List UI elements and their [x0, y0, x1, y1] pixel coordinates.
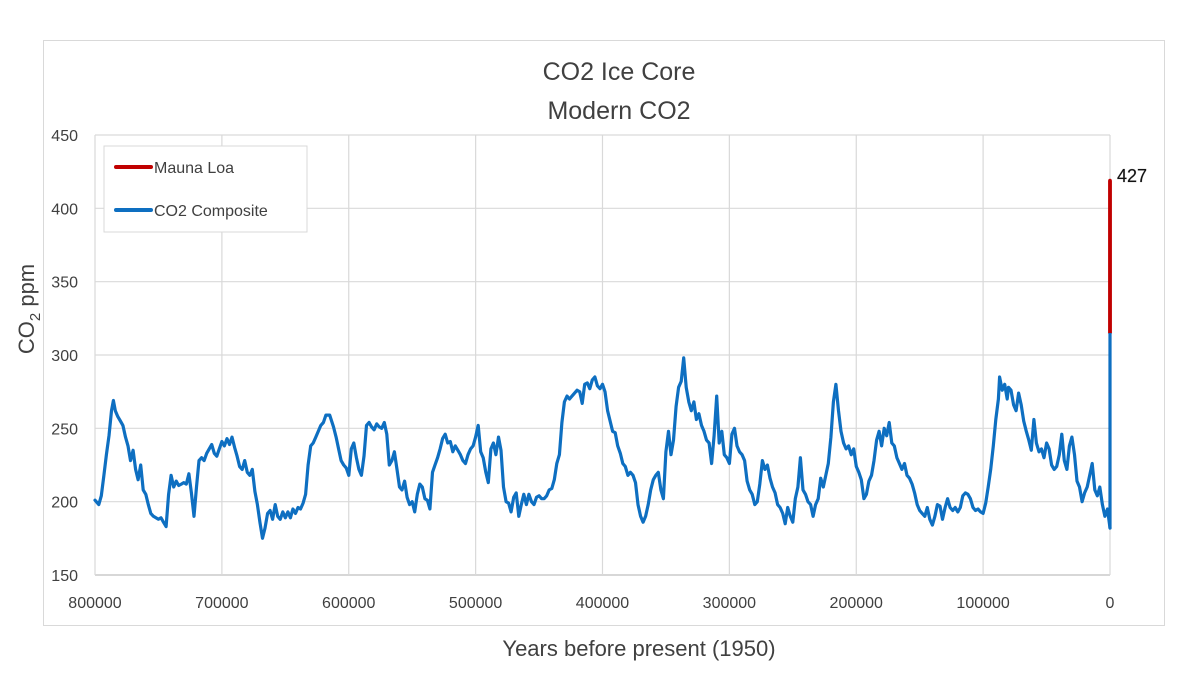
- x-axis-ticks: 800000 700000 600000 500000 400000 300000 2000…: [68, 595, 1114, 612]
- x-tick-label: 600000: [322, 595, 375, 612]
- x-tick-label: 400000: [576, 595, 629, 612]
- y-tick-label: 350: [51, 275, 78, 292]
- x-tick-label: 800000: [68, 595, 121, 612]
- y-tick-label: 200: [51, 495, 78, 512]
- chart-subtitle: Modern CO2: [547, 97, 690, 125]
- y-tick-label: 400: [51, 201, 78, 218]
- x-axis-title: Years before present (1950): [502, 636, 775, 661]
- y-axis-title-tail: ppm: [14, 264, 39, 313]
- y-axis-title: CO2 ppm: [14, 264, 44, 354]
- x-tick-label: 0: [1106, 595, 1115, 612]
- x-tick-label: 200000: [830, 595, 883, 612]
- x-tick-label: 500000: [449, 595, 502, 612]
- legend: Mauna Loa CO2 Composite: [103, 145, 308, 233]
- series-group: [93, 178, 1112, 540]
- legend-label-co2-composite: CO2 Composite: [154, 203, 268, 220]
- y-tick-label: 250: [51, 421, 78, 438]
- y-tick-label: 300: [51, 348, 78, 365]
- x-tick-label: 300000: [703, 595, 756, 612]
- y-tick-label: 450: [51, 128, 78, 145]
- annotation-latest-value: 427: [1117, 166, 1147, 186]
- chart-title: CO2 Ice Core: [543, 58, 696, 86]
- x-tick-label: 100000: [956, 595, 1009, 612]
- series-line-co2-composite: [93, 356, 1112, 540]
- y-axis-ticks: 150 200 250 300 350 400 450: [51, 128, 78, 585]
- x-tick-label: 700000: [195, 595, 248, 612]
- legend-label-mauna-loa: Mauna Loa: [154, 160, 234, 177]
- y-tick-label: 150: [51, 568, 78, 585]
- legend-box: [103, 145, 308, 233]
- y-axis-title-main: CO: [14, 321, 39, 354]
- chart-frame: [43, 40, 1165, 626]
- y-axis-title-subscript: 2: [27, 313, 44, 321]
